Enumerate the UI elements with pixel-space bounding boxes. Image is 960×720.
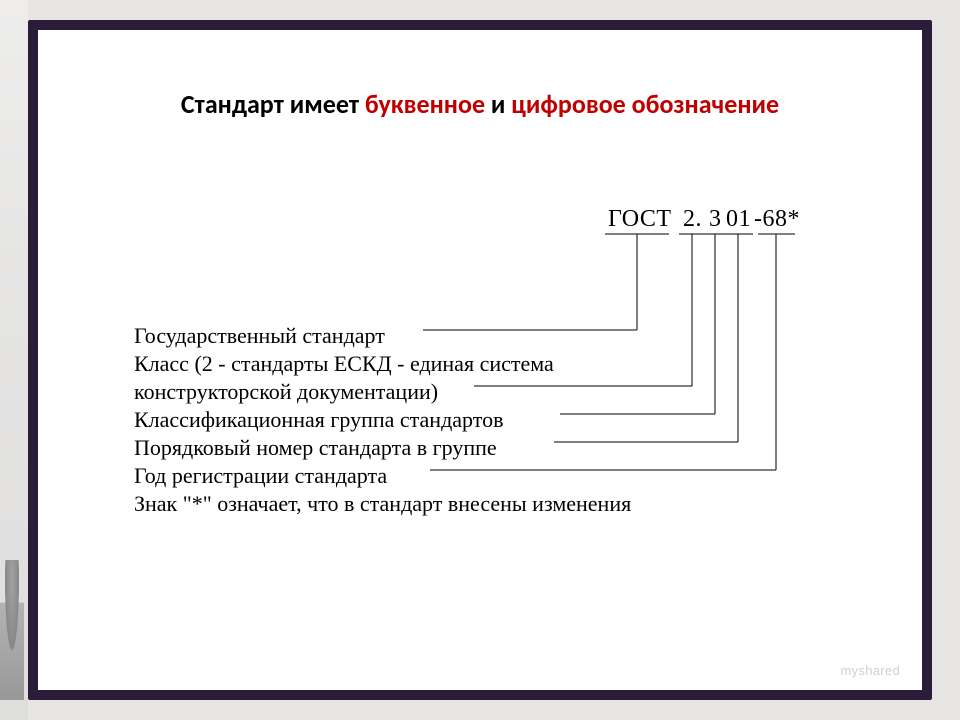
- description-d3: Классификационная группа стандартов: [134, 406, 503, 434]
- gost-segment-0: ГОСТ: [608, 206, 672, 233]
- description-d2: Класс (2 - стандарты ЕСКД - единая систе…: [134, 350, 554, 405]
- gost-segment-4: -68*: [754, 206, 800, 233]
- gost-segment-2: 3: [709, 206, 722, 233]
- gost-segment-1: 2.: [683, 206, 702, 233]
- slide-card: Стандарт имеет буквенное и цифровое обоз…: [38, 30, 922, 690]
- gost-segment-3: 01: [726, 206, 751, 233]
- watermark: myshared: [841, 663, 900, 678]
- compass-decoration: [0, 560, 24, 700]
- description-d1: Государственный стандарт: [134, 322, 385, 350]
- slide-frame: Стандарт имеет буквенное и цифровое обоз…: [28, 20, 932, 700]
- description-d4: Порядковый номер стандарта в группе: [134, 434, 497, 462]
- description-d6: Знак "*" означает, что в стандарт внесен…: [134, 490, 631, 518]
- description-d5: Год регистрации стандарта: [134, 462, 387, 490]
